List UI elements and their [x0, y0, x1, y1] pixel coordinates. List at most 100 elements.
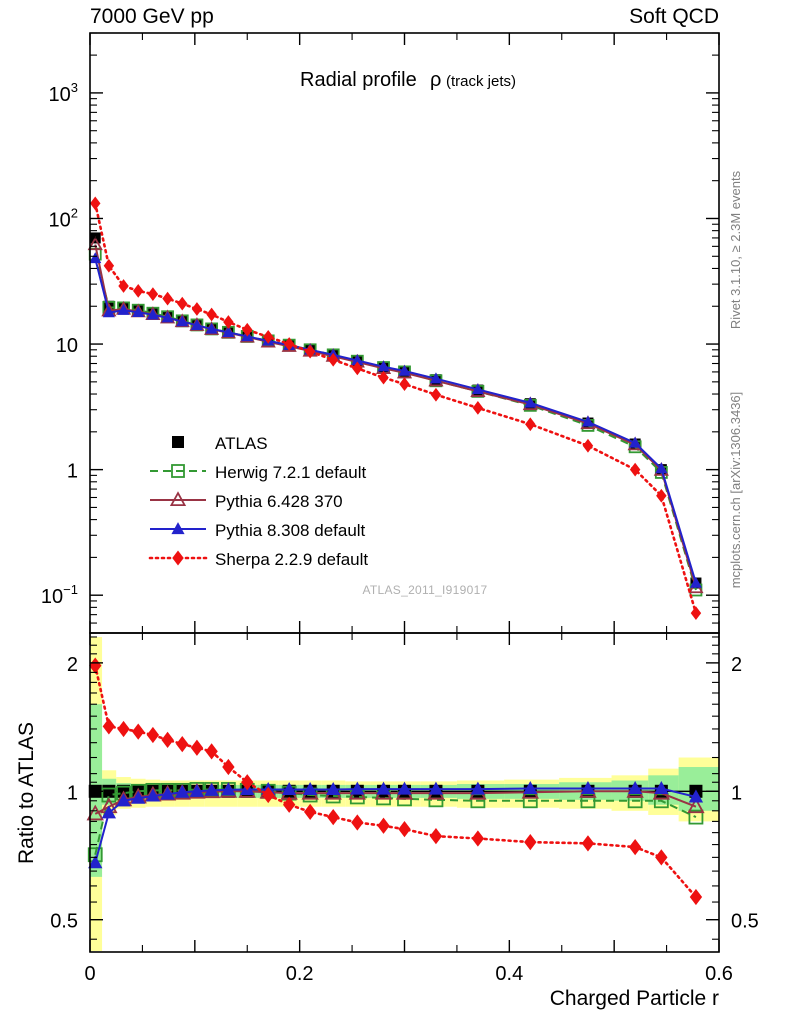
data-marker-triangle-open: [86, 804, 104, 821]
legend-entry-pythia8[interactable]: Pythia 8.308 default: [150, 521, 366, 540]
header-left-label: 7000 GeV pp: [90, 5, 214, 28]
ratio-ytick-labels: 2 2 1 1 0.5 0.5: [50, 654, 759, 933]
series-sherpa: [89, 657, 703, 906]
data-marker-diamond-filled: [176, 735, 189, 753]
x-axis-tick-labels: 0 0.2 0.4 0.6: [84, 963, 732, 985]
data-marker-diamond-filled: [525, 417, 536, 432]
data-marker-diamond-filled: [524, 834, 537, 851]
mcplots-source-label: mcplots.cern.ch [arXiv:1306.3436]: [728, 392, 743, 589]
data-marker-diamond-filled: [690, 606, 702, 620]
data-marker-triangle-filled: [523, 781, 538, 795]
ratio-ytick-label-right: 0.5: [731, 911, 759, 933]
series-sherpa: [90, 196, 702, 620]
main-title-symbol: ρ: [430, 69, 441, 91]
exponent: 3: [71, 80, 78, 95]
data-marker-triangle-filled: [303, 781, 318, 795]
data-marker-triangle-filled: [117, 303, 130, 315]
data-marker-triangle-filled: [190, 318, 203, 330]
data-marker-triangle-filled: [116, 793, 131, 807]
data-marker-diamond-filled: [132, 723, 145, 740]
data-marker-diamond-filled: [132, 284, 144, 298]
legend-entry-pythia6[interactable]: Pythia 6.428 370: [150, 491, 343, 511]
data-marker-triangle-filled: [282, 781, 297, 795]
data-marker-diamond-filled: [628, 838, 642, 856]
ratio-ytick-label: 0.5: [50, 911, 78, 933]
data-marker-diamond-filled: [242, 322, 253, 337]
series-line-pythia6: [94, 244, 697, 588]
data-marker-diamond-filled: [89, 657, 102, 674]
data-marker-square-open: [171, 464, 185, 478]
x-axis-label: Charged Particle r: [550, 987, 719, 1010]
ratio-panel: 2 2 1 1 0.5 0.5 Ratio to ATLAS: [15, 632, 759, 953]
data-marker-diamond-filled: [191, 302, 203, 316]
data-marker-triangle-filled: [132, 305, 145, 317]
data-marker-triangle-filled: [470, 781, 486, 795]
data-marker-triangle-filled: [145, 788, 161, 802]
legend-label-atlas: ATLAS: [215, 434, 268, 453]
data-marker-diamond-filled: [377, 817, 390, 834]
x-tick-label: 0.2: [286, 963, 314, 985]
data-marker-triangle-open: [169, 491, 187, 507]
series-atlas: [89, 232, 702, 589]
data-marker-triangle-filled: [429, 372, 442, 384]
legend-entry-herwig[interactable]: Herwig 7.2.1 default: [150, 463, 366, 482]
data-marker-diamond-filled: [177, 296, 188, 311]
series-pythia6: [87, 236, 704, 594]
data-marker-diamond-filled: [429, 828, 443, 845]
data-marker-triangle-filled: [171, 522, 185, 535]
data-marker-diamond-filled: [103, 258, 115, 273]
data-marker-triangle-filled: [524, 396, 537, 408]
data-marker-triangle-filled: [176, 315, 189, 327]
data-marker-triangle-filled: [627, 781, 643, 795]
data-marker-diamond-filled: [327, 352, 339, 367]
main-title: Radial profile: [300, 69, 417, 91]
data-marker-diamond-filled: [283, 796, 296, 813]
ratio-axis-ticks: [89, 633, 720, 952]
legend-entry-sherpa[interactable]: Sherpa 2.2.9 default: [148, 550, 368, 569]
data-marker-triangle-filled: [351, 354, 364, 366]
data-marker-diamond-filled: [351, 814, 364, 831]
x-tick-label: 0.4: [495, 963, 523, 985]
ratio-ytick-label-right: 2: [731, 654, 742, 676]
data-marker-triangle-open: [87, 236, 103, 251]
data-marker-diamond-filled: [629, 462, 641, 477]
data-marker-diamond-filled: [352, 361, 363, 376]
data-marker-square-open: [627, 793, 643, 809]
data-marker-triangle-filled: [397, 781, 412, 795]
data-marker-triangle-filled: [222, 325, 235, 337]
exponent: 2: [71, 205, 78, 220]
data-marker-square-open: [522, 793, 538, 809]
data-marker-square-open: [101, 787, 117, 803]
data-marker-diamond-filled: [146, 726, 160, 744]
data-marker-diamond-filled: [655, 849, 668, 866]
data-marker-diamond-filled: [222, 758, 235, 776]
data-marker-diamond-filled: [283, 337, 295, 351]
data-marker-diamond-filled: [161, 731, 174, 748]
data-marker-diamond-filled: [656, 488, 667, 503]
data-marker-square-open: [653, 793, 669, 809]
data-marker-triangle-filled: [146, 308, 159, 320]
data-marker-diamond-filled: [118, 279, 129, 293]
ratio-y-axis-label: Ratio to ATLAS: [15, 722, 38, 864]
data-marker-diamond-filled: [190, 739, 204, 756]
data-marker-diamond-filled: [303, 803, 317, 820]
data-marker-diamond-filled: [262, 330, 274, 344]
main-ytick-label: 102: [49, 205, 78, 231]
legend-entry-atlas[interactable]: ATLAS: [172, 434, 268, 453]
data-marker-square-open: [580, 793, 596, 809]
data-marker-triangle-filled: [689, 576, 702, 588]
data-marker-diamond-filled: [689, 888, 703, 906]
rivet-version-label: Rivet 3.1.10, ≥ 2.3M events: [728, 170, 743, 329]
main-ytick-label: 10−1: [41, 582, 78, 608]
data-marker-square-filled: [172, 436, 184, 448]
data-marker-diamond-filled: [90, 196, 101, 211]
data-marker-diamond-filled: [206, 307, 217, 322]
ratio-ytick-label: 1: [67, 782, 78, 804]
legend: ATLAS Herwig 7.2.1 default Pythia 6.428 37…: [148, 434, 368, 569]
x-tick-label: 0.6: [705, 963, 733, 985]
legend-label-pythia6: Pythia 6.428 370: [215, 492, 343, 511]
data-marker-triangle-filled: [471, 383, 484, 395]
